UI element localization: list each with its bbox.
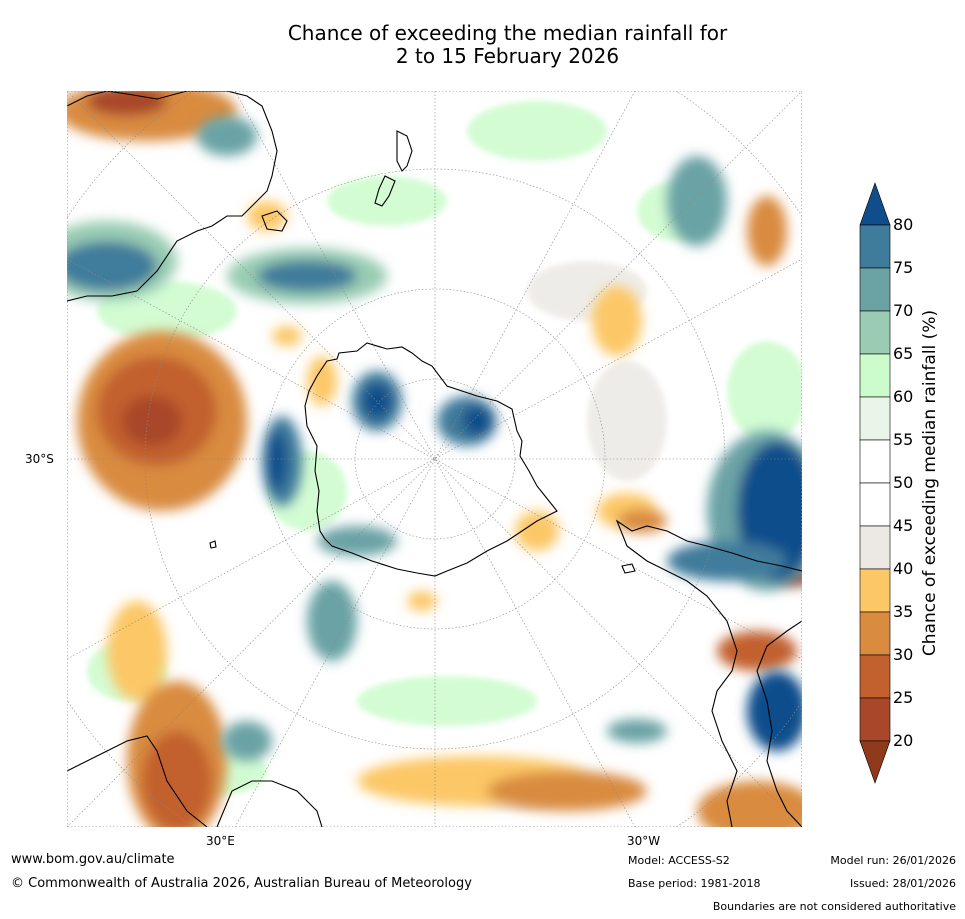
lon-label-30e: 30°E [206, 834, 235, 848]
wet-anomaly-regions [67, 116, 802, 761]
colorbar-bin [859, 525, 891, 570]
colorbar-tick-label: 80 [893, 215, 914, 234]
colorbar-tick-label: 45 [893, 516, 914, 535]
dry-anomaly-regions [67, 91, 802, 827]
website-link[interactable]: www.bom.gov.au/climate [11, 852, 175, 867]
colorbar-tick-label: 25 [893, 688, 914, 707]
graticule [67, 91, 802, 827]
falklands [621, 563, 636, 574]
colorbar-tick-label: 75 [893, 258, 914, 277]
model-text: Model: ACCESS-S2 [628, 854, 730, 867]
colorbar-tick-label: 40 [893, 559, 914, 578]
lat-label-30s: 30°S [25, 452, 54, 466]
chart-title: Chance of exceeding the median rainfall … [0, 22, 965, 68]
colorbar-extend-low [859, 740, 891, 784]
colorbar-bin [859, 482, 891, 527]
colorbar-tick-label: 30 [893, 645, 914, 664]
colorbar-bin [859, 396, 891, 441]
coastlines [67, 91, 802, 827]
colorbar-bin [859, 654, 891, 699]
colorbar-bin [859, 568, 891, 613]
colorbar-tick-label: 55 [893, 430, 914, 449]
title-line-1: Chance of exceeding the median rainfall … [287, 21, 728, 45]
issued-text: Issued: 28/01/2026 [849, 877, 956, 890]
model-run-text: Model run: 26/01/2026 [830, 854, 956, 867]
tasmania-coast [261, 210, 288, 232]
colorbar-tick-label: 50 [893, 473, 914, 492]
lon-label-30w: 30°W [627, 834, 661, 848]
colorbar-bin [859, 353, 891, 398]
rainfall-map[interactable] [67, 91, 802, 827]
colorbar-bin [859, 310, 891, 355]
colorbar-bin [859, 697, 891, 742]
australia-coast [67, 91, 278, 302]
base-period-text: Base period: 1981-2018 [628, 877, 761, 890]
antarctica-coast [304, 342, 558, 577]
copyright-text: © Commonwealth of Australia 2026, Austra… [11, 876, 472, 891]
colorbar-bin [859, 224, 891, 269]
colorbar [859, 182, 893, 789]
map-border [67, 91, 802, 827]
title-line-2: 2 to 15 February 2026 [395, 44, 620, 68]
south-america-coast-2 [756, 620, 802, 827]
colorbar-tick-label: 65 [893, 344, 914, 363]
south-america-coast [615, 519, 802, 827]
colorbar-tick-label: 20 [893, 731, 914, 750]
new-zealand-coast [374, 130, 413, 207]
africa-coast-2 [216, 780, 323, 827]
colorbar-tick-label: 60 [893, 387, 914, 406]
africa-coast [67, 735, 208, 827]
colorbar-bin [859, 267, 891, 312]
colorbar-tick-label: 70 [893, 301, 914, 320]
colorbar-extend-high [859, 182, 891, 226]
disclaimer-text: Boundaries are not considered authoritat… [712, 900, 956, 913]
colorbar-bin [859, 611, 891, 656]
colorbar-title: Chance of exceeding median rainfall (%) [920, 309, 940, 657]
island-1 [209, 540, 217, 549]
colorbar-tick-label: 35 [893, 602, 914, 621]
colorbar-bin [859, 439, 891, 484]
